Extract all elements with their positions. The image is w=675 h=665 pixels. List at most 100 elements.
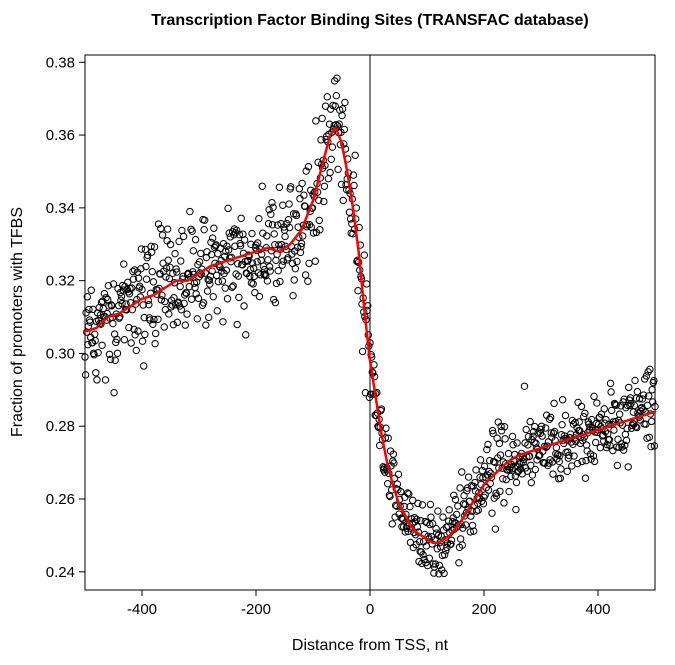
scatter-point: [521, 383, 527, 389]
scatter-point: [300, 233, 306, 239]
scatter-point: [532, 466, 538, 472]
scatter-point: [582, 475, 588, 481]
scatter-point: [553, 444, 559, 450]
scatter-point: [192, 236, 198, 242]
scatter-point: [95, 350, 101, 356]
scatter-point: [205, 314, 211, 320]
y-tick-label: 0.26: [46, 491, 75, 508]
scatter-point: [280, 258, 286, 264]
chart-title: Transcription Factor Binding Sites (TRAN…: [151, 12, 588, 29]
scatter-point: [112, 357, 118, 363]
scatter-point: [301, 192, 307, 198]
scatter-point: [152, 330, 158, 336]
scatter-point: [502, 436, 508, 442]
scatter-point: [234, 321, 240, 327]
scatter-point: [578, 403, 584, 409]
scatter-point: [597, 444, 603, 450]
scatter-point: [210, 293, 216, 299]
scatter-point: [276, 184, 282, 190]
scatter-point: [220, 319, 226, 325]
scatter-point: [282, 233, 288, 239]
scatter-point: [265, 257, 271, 263]
scatter-point: [514, 440, 520, 446]
scatter-point: [177, 283, 183, 289]
scatter-point: [299, 180, 305, 186]
scatter-point: [152, 340, 158, 346]
scatter-point: [292, 265, 298, 271]
scatter-point: [305, 278, 311, 284]
scatter-point: [222, 285, 228, 291]
scatter-point: [352, 152, 358, 158]
scatter-point: [236, 294, 242, 300]
scatter-point: [179, 227, 185, 233]
scatter-point: [363, 281, 369, 287]
scatter-point: [559, 397, 565, 403]
scatter-point: [118, 293, 124, 299]
scatter-point: [551, 400, 557, 406]
scatter-point: [346, 209, 352, 215]
scatter-point: [133, 347, 139, 353]
scatter-point: [359, 348, 365, 354]
scatter-point: [155, 316, 161, 322]
scatter-point: [224, 296, 230, 302]
scatter-point: [489, 510, 495, 516]
scatter-point: [302, 272, 308, 278]
y-tick-label: 0.24: [46, 564, 75, 581]
scatter-point: [203, 322, 209, 328]
scatter-point: [492, 526, 498, 532]
scatter-point: [542, 425, 548, 431]
scatter-point: [646, 434, 652, 440]
scatter-point: [312, 258, 318, 264]
scatter-point: [91, 331, 97, 337]
scatter-point: [497, 488, 503, 494]
scatter-point: [607, 380, 613, 386]
scatter-point: [340, 197, 346, 203]
scatter-point: [625, 464, 631, 470]
scatter-point: [114, 350, 120, 356]
scatter-point: [313, 118, 319, 124]
scatter-point: [128, 340, 134, 346]
scatter-point: [335, 166, 341, 172]
scatter-point: [321, 183, 327, 189]
scatter-point: [150, 279, 156, 285]
scatter-point: [506, 488, 512, 494]
scatter-point: [204, 288, 210, 294]
scatter-point: [243, 332, 249, 338]
scatter-point: [141, 363, 147, 369]
scatter-point: [342, 99, 348, 105]
scatter-point: [194, 316, 200, 322]
scatter-point: [528, 479, 534, 485]
scatter-point: [576, 419, 582, 425]
scatter-point: [427, 501, 433, 507]
scatter-point: [510, 442, 516, 448]
plot-area: -400-20002004000.240.260.280.300.320.340…: [46, 54, 658, 618]
scatter-point: [256, 215, 262, 221]
scatter-point: [142, 331, 148, 337]
scatter-point: [306, 260, 312, 266]
scatter-point: [99, 342, 105, 348]
scatter-point: [550, 471, 556, 477]
scatter-point: [164, 238, 170, 244]
scatter-point: [319, 115, 325, 121]
scatter-point: [291, 277, 297, 283]
scatter-point: [182, 322, 188, 328]
scatter-point: [465, 474, 471, 480]
y-tick-label: 0.30: [46, 345, 75, 362]
x-tick-label: 200: [471, 601, 496, 618]
scatter-point: [632, 377, 638, 383]
scatter-point: [615, 436, 621, 442]
scatter-point: [634, 388, 640, 394]
scatter-point: [161, 324, 167, 330]
scatter-point: [211, 225, 217, 231]
scatter-point: [273, 257, 279, 263]
scatter-point: [251, 273, 257, 279]
scatter-point: [564, 468, 570, 474]
scatter-point: [188, 296, 194, 302]
scatter-point: [601, 406, 607, 412]
y-tick-label: 0.34: [46, 200, 75, 217]
scatter-point: [457, 536, 463, 542]
scatter-point: [219, 278, 225, 284]
scatter-point: [290, 293, 296, 299]
tfbs-scatter-chart: Transcription Factor Binding Sites (TRAN…: [0, 0, 675, 665]
scatter-point: [149, 268, 155, 274]
